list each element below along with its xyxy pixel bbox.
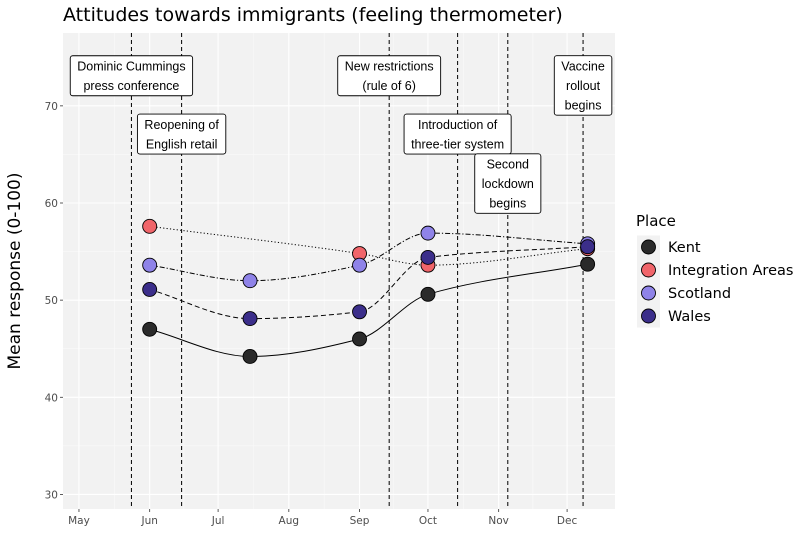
legend-label: Scotland bbox=[668, 286, 731, 302]
data-point-integration-areas bbox=[142, 218, 158, 234]
data-point-scotland bbox=[352, 257, 367, 273]
data-point-kent bbox=[142, 321, 158, 337]
y-axis-label: Mean response (0-100) bbox=[5, 172, 25, 369]
data-point-scotland bbox=[420, 225, 436, 241]
data-point-wales bbox=[420, 249, 436, 265]
x-tick-label: Dec bbox=[557, 515, 578, 527]
annotation-label: Reopening of English retail bbox=[136, 113, 227, 155]
data-point-kent bbox=[420, 286, 436, 302]
y-tick-label: 70 bbox=[45, 101, 58, 113]
data-point-scotland bbox=[142, 257, 158, 273]
annotation-box bbox=[136, 113, 227, 155]
annotation-box bbox=[403, 113, 512, 155]
y-tick-label: 40 bbox=[45, 392, 58, 404]
data-point-wales bbox=[352, 304, 367, 320]
data-point-wales bbox=[580, 239, 596, 255]
annotation-box bbox=[553, 55, 613, 116]
annotation-text: rollout bbox=[566, 79, 601, 93]
data-point-scotland bbox=[242, 273, 258, 289]
y-tick-label: 30 bbox=[45, 489, 58, 501]
x-tick-label: Jun bbox=[140, 515, 157, 527]
series-line-scotland bbox=[149, 232, 588, 282]
series-line-integration-areas bbox=[149, 225, 588, 266]
annotation-box bbox=[474, 153, 542, 214]
legend-label: Kent bbox=[668, 240, 701, 256]
series-line-wales bbox=[149, 246, 588, 320]
plot-area: 30 40 50 60 70 May Jun Jul Aug Sep Oct Nov Dec Domini… bbox=[45, 33, 615, 527]
annotation-text: Reopening of bbox=[144, 118, 219, 132]
annotation-text: Second bbox=[487, 158, 529, 172]
legend-swatch bbox=[641, 239, 656, 255]
x-tick-label: May bbox=[68, 515, 90, 527]
legend-label: Integration Areas bbox=[668, 263, 793, 279]
legend-swatch bbox=[641, 262, 656, 278]
data-point-wales bbox=[142, 282, 158, 297]
y-tick-label: 60 bbox=[45, 198, 58, 210]
annotation-text: begins bbox=[565, 98, 602, 112]
data-point-kent bbox=[580, 256, 596, 272]
annotation-text: press conference bbox=[83, 79, 179, 93]
x-tick-label: Oct bbox=[419, 515, 437, 527]
annotation-text: (rule of 6) bbox=[362, 79, 416, 93]
y-tick-label: 50 bbox=[45, 295, 58, 307]
chart-title: Attitudes towards immigrants (feeling th… bbox=[63, 4, 563, 26]
plot-background bbox=[63, 33, 615, 509]
annotation-label: Dominic Cummings press conference bbox=[69, 55, 194, 97]
x-tick-label: Sep bbox=[350, 515, 370, 527]
annotation-label: Vaccine rollout begins bbox=[553, 55, 613, 116]
data-point-kent bbox=[352, 331, 367, 347]
annotation-text: New restrictions bbox=[345, 59, 434, 73]
legend-swatch bbox=[641, 308, 656, 324]
annotation-text: lockdown bbox=[482, 177, 534, 191]
data-point-wales bbox=[242, 311, 258, 327]
annotation-text: three-tier system bbox=[411, 137, 504, 151]
x-tick-label: Aug bbox=[279, 515, 300, 527]
annotation-text: Introduction of bbox=[418, 118, 498, 132]
annotation-label: New restrictions (rule of 6) bbox=[337, 55, 442, 97]
legend: Place Kent Integration Areas Scotland Wales bbox=[636, 212, 793, 328]
annotation-text: begins bbox=[489, 197, 526, 211]
annotation-label: Introduction of three-tier system bbox=[403, 113, 512, 155]
annotation-text: English retail bbox=[146, 137, 218, 151]
annotation-box bbox=[69, 55, 194, 97]
x-tick-label: Jul bbox=[211, 515, 225, 527]
annotation-text: Vaccine bbox=[561, 59, 605, 73]
data-point-kent bbox=[242, 349, 258, 364]
x-tick-label: Nov bbox=[488, 515, 509, 527]
legend-swatch bbox=[641, 285, 656, 301]
legend-title: Place bbox=[636, 212, 676, 230]
legend-label: Wales bbox=[668, 309, 711, 325]
annotation-box bbox=[337, 55, 442, 97]
annotation-text: Dominic Cummings bbox=[77, 59, 185, 73]
annotation-label: Second lockdown begins bbox=[474, 153, 542, 214]
